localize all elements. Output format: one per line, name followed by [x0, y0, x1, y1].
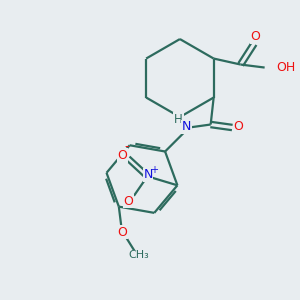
Text: O: O — [118, 226, 128, 238]
Text: N: N — [143, 168, 153, 181]
Text: N: N — [182, 120, 191, 134]
Text: O: O — [251, 31, 261, 44]
Text: CH₃: CH₃ — [128, 250, 149, 260]
Text: H: H — [174, 112, 183, 126]
Text: O: O — [124, 195, 134, 208]
Text: -: - — [124, 140, 129, 153]
Text: O: O — [118, 149, 128, 162]
Text: O: O — [233, 119, 243, 133]
Text: OH: OH — [276, 61, 295, 74]
Text: +: + — [150, 165, 158, 175]
